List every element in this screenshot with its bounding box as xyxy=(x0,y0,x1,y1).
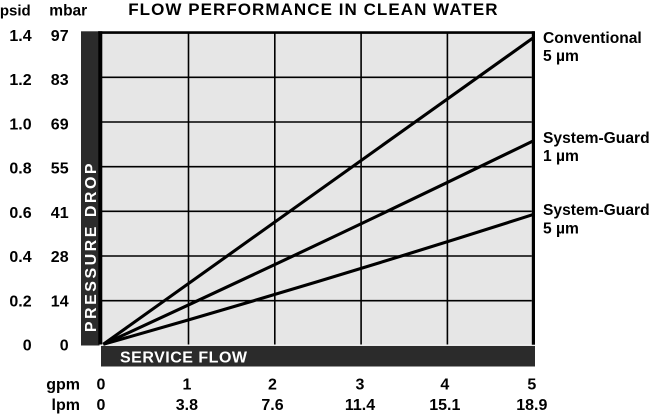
svg-text:1.4: 1.4 xyxy=(9,28,31,45)
svg-text:5: 5 xyxy=(527,376,536,393)
svg-text:83: 83 xyxy=(51,72,69,89)
svg-text:5 µm: 5 µm xyxy=(543,48,579,65)
svg-text:FLOW PERFORMANCE IN CLEAN WATE: FLOW PERFORMANCE IN CLEAN WATER xyxy=(128,0,498,19)
svg-text:0: 0 xyxy=(97,397,106,414)
svg-text:4: 4 xyxy=(440,376,449,393)
svg-text:psid: psid xyxy=(0,3,31,20)
svg-text:2: 2 xyxy=(268,376,277,393)
svg-text:mbar: mbar xyxy=(49,3,87,20)
svg-text:3.8: 3.8 xyxy=(176,397,198,414)
svg-text:PRESSURE DROP: PRESSURE DROP xyxy=(83,161,100,332)
svg-text:0.4: 0.4 xyxy=(9,249,31,266)
svg-text:SERVICE FLOW: SERVICE FLOW xyxy=(120,349,248,366)
svg-text:14: 14 xyxy=(51,294,69,311)
svg-text:11.4: 11.4 xyxy=(345,397,375,414)
svg-text:1 µm: 1 µm xyxy=(543,148,579,165)
svg-text:5 µm: 5 µm xyxy=(543,220,579,237)
svg-text:0: 0 xyxy=(23,338,32,355)
svg-text:gpm: gpm xyxy=(46,376,80,393)
svg-text:lpm: lpm xyxy=(52,397,80,414)
svg-text:0.6: 0.6 xyxy=(9,205,31,222)
svg-text:System-Guard: System-Guard xyxy=(543,130,650,147)
svg-text:69: 69 xyxy=(51,117,69,134)
svg-text:41: 41 xyxy=(51,205,69,222)
svg-text:97: 97 xyxy=(51,28,69,45)
svg-text:28: 28 xyxy=(51,249,69,266)
svg-text:0.2: 0.2 xyxy=(9,294,31,311)
svg-text:0: 0 xyxy=(60,338,69,355)
svg-text:18.9: 18.9 xyxy=(516,397,547,414)
svg-text:55: 55 xyxy=(51,161,69,178)
svg-text:Conventional: Conventional xyxy=(543,30,642,47)
svg-text:1.0: 1.0 xyxy=(9,117,31,134)
svg-text:0.8: 0.8 xyxy=(9,161,31,178)
svg-text:0: 0 xyxy=(97,376,106,393)
svg-text:1.2: 1.2 xyxy=(9,72,31,89)
svg-text:System-Guard: System-Guard xyxy=(543,202,650,219)
svg-text:7.6: 7.6 xyxy=(261,397,283,414)
svg-text:15.1: 15.1 xyxy=(429,397,460,414)
svg-text:1: 1 xyxy=(182,376,191,393)
svg-text:3: 3 xyxy=(356,376,365,393)
